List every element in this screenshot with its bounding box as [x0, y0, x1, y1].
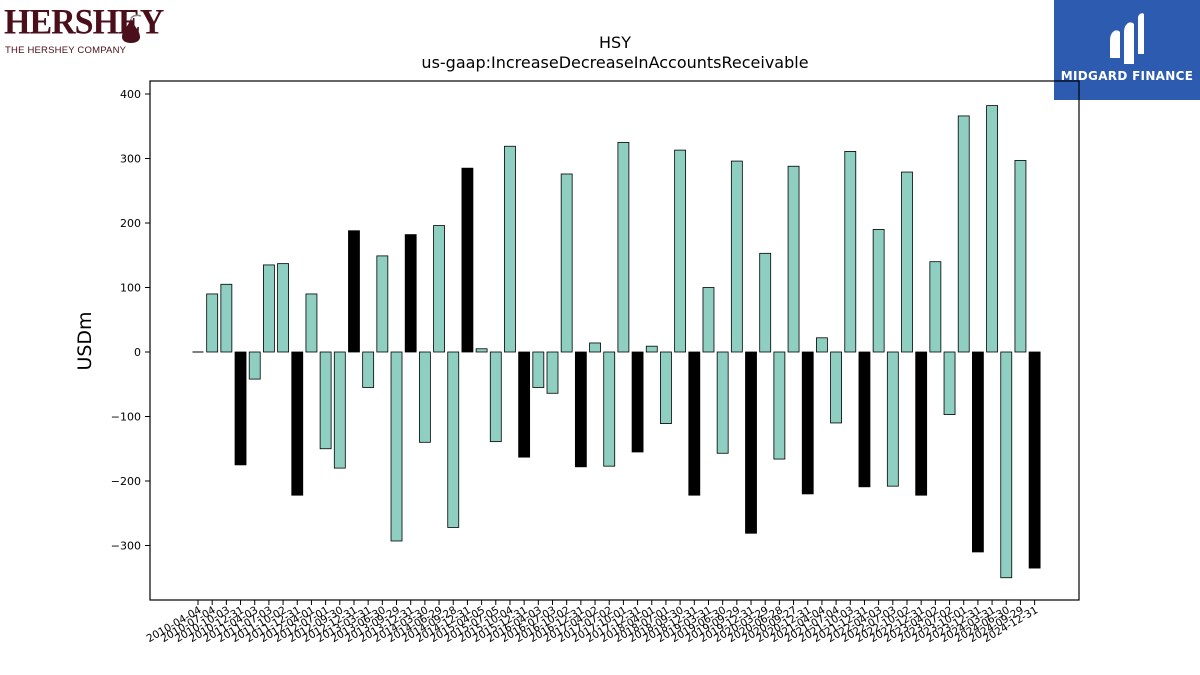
hershey-logo: HERSHEY THE HERSHEY COMPANY [4, 3, 164, 56]
bar [404, 234, 417, 353]
bar [986, 105, 998, 353]
y-tick-label: −100 [111, 411, 141, 424]
bar [574, 351, 587, 468]
bar [560, 173, 573, 353]
y-tick-label: 200 [120, 217, 141, 230]
bars-group [192, 105, 1041, 579]
bar [631, 351, 644, 453]
bar [475, 348, 488, 353]
bar [801, 351, 814, 495]
midgard-mark-icon [1110, 13, 1144, 65]
bar [376, 255, 389, 353]
bar [730, 160, 743, 353]
y-tick-label: 100 [120, 282, 141, 295]
bar [787, 165, 800, 353]
bar [603, 351, 616, 467]
bar [291, 351, 304, 496]
bar [333, 351, 346, 469]
bar [844, 151, 857, 353]
bar [943, 351, 956, 415]
plot-frame [149, 80, 1080, 601]
bar [518, 351, 531, 458]
chart-title: HSY [599, 33, 631, 52]
bar [872, 229, 885, 353]
chart-subtitle: us-gaap:IncreaseDecreaseInAccountsReceiv… [421, 53, 808, 72]
bar [348, 230, 360, 353]
bar [858, 351, 871, 488]
bar [546, 351, 559, 394]
bar [248, 351, 261, 380]
y-tick-label: −300 [111, 540, 141, 553]
bar [617, 141, 630, 353]
bar [418, 351, 431, 443]
bar [1014, 160, 1027, 353]
bar [645, 345, 658, 353]
bar [461, 167, 474, 353]
bar [929, 261, 942, 353]
bar [447, 351, 460, 528]
y-axis-label: USDm [74, 311, 96, 370]
x-axis: 2010-04-042010-07-042010-10-032010-12-31… [145, 600, 1040, 645]
bar [660, 351, 672, 424]
midgard-text: MIDGARD FINANCE [1060, 69, 1194, 83]
bar [901, 171, 913, 353]
bar [220, 283, 233, 353]
bar [957, 115, 970, 353]
bar [702, 287, 715, 353]
bar [688, 351, 701, 496]
bar [206, 293, 219, 353]
hershey-subtitle: THE HERSHEY COMPANY [5, 45, 127, 56]
bar [234, 351, 247, 466]
bar [589, 342, 601, 353]
y-tick-label: 0 [134, 346, 141, 359]
bar [489, 351, 502, 443]
bar [886, 351, 899, 487]
bar [305, 293, 318, 353]
bar [674, 149, 687, 353]
y-tick-label: −200 [111, 475, 141, 488]
bar [759, 252, 772, 353]
bar [390, 351, 403, 542]
bar [972, 351, 984, 553]
y-axis: −300 −200 −100 0 100 200 300 400 [111, 88, 150, 553]
midgard-logo: MIDGARD FINANCE [1054, 0, 1200, 100]
y-tick-label: 300 [120, 153, 141, 166]
bar [504, 145, 516, 353]
bar [773, 351, 786, 460]
bar [1000, 351, 1013, 579]
bar [745, 351, 757, 534]
bar [433, 225, 445, 353]
y-tick-label: 400 [120, 88, 141, 101]
bar [915, 351, 928, 496]
bar [277, 263, 289, 353]
bar [262, 264, 275, 353]
bar [830, 351, 842, 424]
bar [1028, 351, 1041, 569]
bar [816, 337, 828, 353]
bar [532, 351, 545, 388]
bar [362, 351, 375, 388]
bar [716, 351, 729, 454]
kiss-icon [122, 14, 142, 43]
bar [319, 351, 332, 450]
